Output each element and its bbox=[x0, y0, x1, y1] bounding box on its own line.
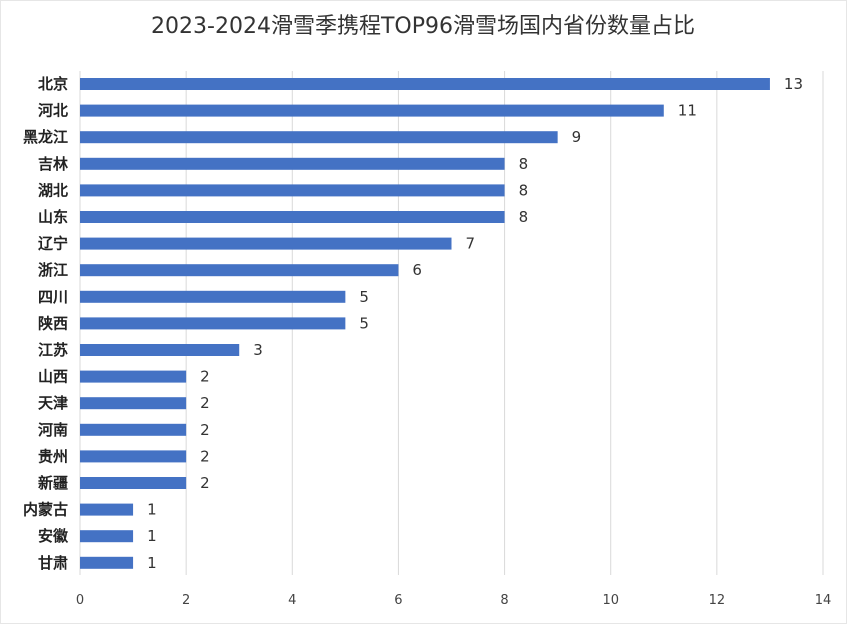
data-label: 2 bbox=[200, 474, 210, 492]
bar bbox=[80, 556, 134, 569]
category-label: 贵州 bbox=[38, 447, 68, 465]
bar bbox=[80, 131, 558, 144]
data-label: 1 bbox=[147, 501, 157, 519]
bar bbox=[80, 450, 187, 463]
data-label: 5 bbox=[359, 314, 369, 332]
bar bbox=[80, 104, 664, 117]
data-label: 9 bbox=[572, 128, 582, 146]
category-label: 安徽 bbox=[38, 527, 69, 545]
x-tick-label: 2 bbox=[182, 593, 190, 608]
bar bbox=[80, 290, 346, 303]
category-label: 陕西 bbox=[38, 314, 68, 332]
data-label: 2 bbox=[200, 447, 210, 465]
x-tick-label: 4 bbox=[288, 593, 296, 608]
data-label: 8 bbox=[519, 155, 529, 173]
bar bbox=[80, 78, 770, 90]
category-label: 吉林 bbox=[38, 155, 69, 173]
bar bbox=[80, 211, 505, 223]
category-label: 甘肃 bbox=[38, 554, 68, 572]
category-label: 辽宁 bbox=[38, 235, 68, 253]
data-label: 3 bbox=[253, 341, 263, 359]
data-label: 5 bbox=[359, 288, 369, 306]
data-label: 8 bbox=[519, 181, 529, 199]
data-label: 11 bbox=[678, 102, 697, 120]
category-label: 黑龙江 bbox=[23, 128, 68, 146]
chart-title: 2023-2024滑雪季携程TOP96滑雪场国内省份数量占比 bbox=[151, 14, 695, 39]
data-label: 6 bbox=[412, 261, 422, 279]
bar bbox=[80, 370, 187, 383]
category-label: 浙江 bbox=[38, 261, 68, 279]
bar bbox=[80, 530, 134, 543]
category-label: 河南 bbox=[38, 421, 68, 439]
category-label: 四川 bbox=[38, 288, 68, 306]
x-tick-label: 10 bbox=[602, 593, 619, 608]
data-label: 8 bbox=[519, 208, 529, 226]
category-label: 北京 bbox=[38, 75, 68, 93]
data-label: 2 bbox=[200, 394, 210, 412]
x-tick-label: 6 bbox=[394, 593, 402, 608]
data-label: 1 bbox=[147, 554, 157, 572]
bar bbox=[80, 397, 187, 410]
category-label: 山西 bbox=[38, 368, 68, 386]
bar bbox=[80, 503, 134, 516]
category-label: 新疆 bbox=[38, 474, 68, 492]
data-label: 13 bbox=[784, 75, 803, 93]
category-label: 内蒙古 bbox=[23, 501, 68, 519]
bar bbox=[80, 423, 187, 436]
category-label: 山东 bbox=[38, 208, 68, 226]
bar bbox=[80, 317, 346, 330]
bar bbox=[80, 344, 240, 356]
value-axis: 0 2 4 6 8 10 12 14 bbox=[76, 593, 831, 608]
x-tick-label: 14 bbox=[815, 593, 832, 608]
bar bbox=[80, 237, 452, 250]
data-label: 2 bbox=[200, 368, 210, 386]
x-tick-label: 12 bbox=[709, 593, 726, 608]
data-label: 7 bbox=[466, 235, 476, 253]
category-label: 江苏 bbox=[38, 341, 68, 359]
x-tick-label: 0 bbox=[76, 593, 84, 608]
category-label: 湖北 bbox=[38, 181, 68, 199]
bar bbox=[80, 184, 505, 197]
x-tick-label: 8 bbox=[500, 593, 508, 608]
bar bbox=[80, 264, 399, 277]
data-label: 2 bbox=[200, 421, 210, 439]
data-label: 1 bbox=[147, 527, 157, 545]
category-label: 河北 bbox=[38, 102, 68, 120]
category-label: 天津 bbox=[38, 394, 68, 412]
bar bbox=[80, 477, 187, 489]
bar-layer bbox=[80, 78, 770, 569]
bar bbox=[80, 157, 505, 170]
